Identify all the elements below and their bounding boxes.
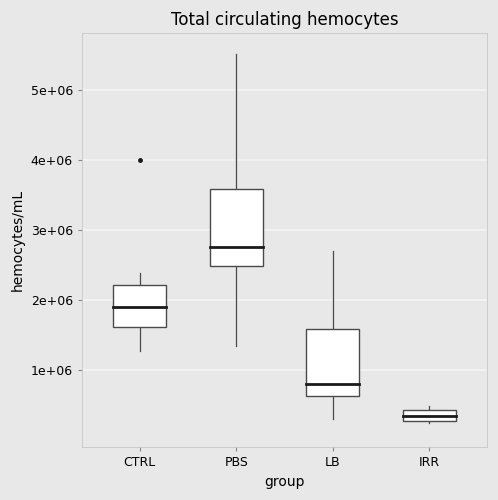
FancyBboxPatch shape: [113, 284, 166, 327]
FancyBboxPatch shape: [210, 189, 263, 266]
Title: Total circulating hemocytes: Total circulating hemocytes: [171, 11, 398, 29]
X-axis label: group: group: [264, 475, 305, 489]
FancyBboxPatch shape: [402, 410, 456, 422]
Y-axis label: hemocytes/mL: hemocytes/mL: [11, 190, 25, 292]
FancyBboxPatch shape: [306, 330, 359, 396]
